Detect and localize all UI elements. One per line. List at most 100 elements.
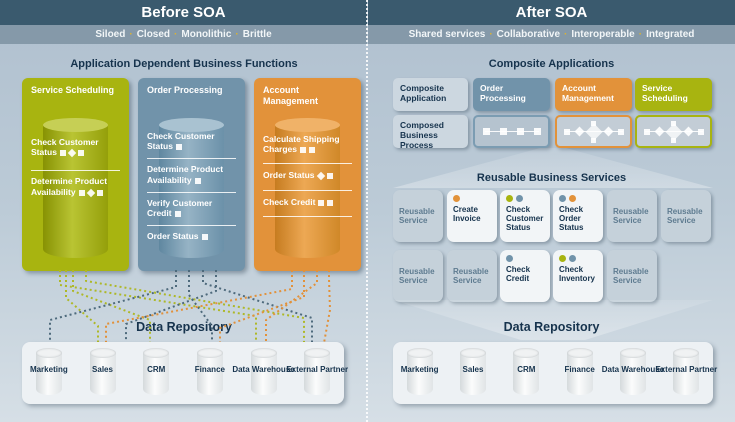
branch-flow-icon bbox=[643, 120, 705, 143]
after-tagline-word: Interoperable bbox=[560, 29, 634, 40]
check-customer-status-service-box: Check Customer Status bbox=[500, 190, 550, 242]
before-tagline: Siloed Closed Monolithic Brittle bbox=[0, 25, 367, 44]
blue-dot-icon bbox=[516, 195, 523, 202]
database-cylinder-icon bbox=[406, 348, 433, 395]
before-tagline-word: Monolithic bbox=[170, 29, 231, 40]
square-icon bbox=[77, 150, 84, 157]
square-icon bbox=[96, 189, 103, 196]
service-scheduling-app-box: Service Scheduling bbox=[635, 78, 712, 111]
database-cylinder-icon bbox=[196, 348, 223, 395]
service-scheduling-silo: Service Scheduling Check Customer Status… bbox=[22, 78, 129, 271]
silo-function: Check Credit bbox=[263, 191, 352, 217]
reusable-business-services-title: Reusable Business Services bbox=[476, 172, 627, 184]
before-tagline-word: Closed bbox=[125, 29, 170, 40]
silo-function: Order Status bbox=[263, 164, 352, 191]
square-icon bbox=[175, 144, 182, 151]
data-store: External Partner bbox=[286, 342, 348, 404]
composite-application-box: Composite Application bbox=[393, 78, 468, 111]
silo-function: Check Customer Status bbox=[147, 126, 236, 160]
data-store: Marketing bbox=[393, 342, 446, 404]
database-cylinder-icon bbox=[673, 348, 700, 395]
data-store: Data Warehouse bbox=[232, 342, 295, 404]
reusable-service-box: Reusable Service bbox=[393, 190, 443, 242]
after-data-repository-panel: Marketing Sales CRM Finance Data Warehou… bbox=[393, 342, 717, 404]
square-icon bbox=[59, 150, 66, 157]
reusable-service-box: Reusable Service bbox=[447, 250, 497, 302]
process-flow-box bbox=[473, 115, 550, 148]
silo-function: Verify Customer Credit bbox=[147, 193, 236, 227]
account-management-app-box: Account Management bbox=[555, 78, 632, 111]
orange-dot-icon bbox=[569, 195, 576, 202]
database-cylinder-icon bbox=[143, 348, 170, 395]
diamond-icon bbox=[67, 148, 77, 158]
reusable-service-box: Reusable Service bbox=[607, 190, 657, 242]
tangled-connections bbox=[49, 270, 331, 344]
after-tagline-word: Shared services bbox=[408, 29, 486, 40]
before-tagline-word: Brittle bbox=[231, 29, 272, 40]
reusable-service-box: Reusable Service bbox=[661, 190, 711, 242]
diamond-icon bbox=[86, 188, 95, 197]
database-cylinder-icon bbox=[566, 348, 593, 395]
silo-function: Determine Product Availability bbox=[147, 159, 236, 193]
data-store: Marketing bbox=[22, 342, 76, 404]
check-order-status-service-box: Check Order Status bbox=[553, 190, 603, 242]
square-icon bbox=[326, 173, 333, 180]
account-management-silo: Account Management Calculate Shipping Ch… bbox=[254, 78, 361, 271]
check-credit-service-box: Check Credit bbox=[500, 250, 550, 302]
silo-title: Account Management bbox=[263, 85, 319, 107]
database-cylinder-icon bbox=[275, 118, 340, 258]
process-flow-box bbox=[555, 115, 632, 148]
silo-function: Check Customer Status bbox=[31, 132, 120, 172]
blue-dot-icon bbox=[569, 255, 576, 262]
before-data-repository-panel: Marketing Sales CRM Finance Data Warehou… bbox=[22, 342, 348, 404]
database-cylinder-icon bbox=[89, 348, 116, 395]
blue-dot-icon bbox=[559, 195, 566, 202]
after-tagline-word: Integrated bbox=[635, 29, 694, 40]
square-icon bbox=[327, 199, 334, 206]
data-store: Data Warehouse bbox=[602, 342, 664, 404]
sequence-flow-icon bbox=[482, 125, 541, 139]
square-icon bbox=[309, 147, 316, 154]
data-store: CRM bbox=[129, 342, 183, 404]
before-soa-title: Before SOA bbox=[141, 4, 226, 21]
order-processing-silo: Order Processing Check Customer Status D… bbox=[138, 78, 245, 271]
olive-dot-icon bbox=[506, 195, 513, 202]
before-data-repository-title: Data Repository bbox=[136, 320, 232, 334]
before-soa-header: Before SOA bbox=[0, 0, 367, 25]
database-cylinder-icon bbox=[35, 348, 62, 395]
reusable-service-box: Reusable Service bbox=[393, 250, 443, 302]
square-icon bbox=[194, 177, 201, 184]
silo-function: Order Status bbox=[147, 226, 236, 248]
olive-dot-icon bbox=[559, 255, 566, 262]
silo-function: Calculate Shipping Charges bbox=[263, 128, 352, 165]
data-store: Sales bbox=[446, 342, 499, 404]
before-tagline-word: Siloed bbox=[95, 29, 126, 40]
process-flow-box bbox=[635, 115, 712, 148]
composed-business-process-box: Composed Business Process bbox=[393, 115, 468, 150]
order-processing-app-box: Order Processing bbox=[473, 78, 550, 111]
database-cylinder-icon bbox=[459, 348, 486, 395]
silo-title: Service Scheduling bbox=[31, 85, 115, 95]
diamond-icon bbox=[316, 172, 325, 181]
after-soa-header: After SOA bbox=[368, 0, 735, 25]
square-icon bbox=[78, 189, 85, 196]
database-cylinder-icon bbox=[250, 348, 277, 395]
data-store: CRM bbox=[500, 342, 553, 404]
reusable-service-box: Reusable Service bbox=[607, 250, 657, 302]
check-inventory-service-box: Check Inventory bbox=[553, 250, 603, 302]
database-cylinder-icon bbox=[304, 348, 331, 395]
after-soa-title: After SOA bbox=[515, 4, 588, 21]
orange-dot-icon bbox=[453, 195, 460, 202]
create-invoice-service-box: Create Invoice bbox=[447, 190, 497, 242]
square-icon bbox=[174, 210, 181, 217]
composite-applications-title: Composite Applications bbox=[488, 58, 615, 70]
panel-divider bbox=[366, 0, 368, 422]
silo-title: Order Processing bbox=[147, 85, 223, 95]
silo-function: Determine Product Availability bbox=[31, 176, 108, 197]
blue-dot-icon bbox=[506, 255, 513, 262]
data-store: Finance bbox=[183, 342, 237, 404]
database-cylinder-icon bbox=[159, 118, 224, 258]
square-icon bbox=[300, 147, 307, 154]
data-store: External Partner bbox=[655, 342, 717, 404]
